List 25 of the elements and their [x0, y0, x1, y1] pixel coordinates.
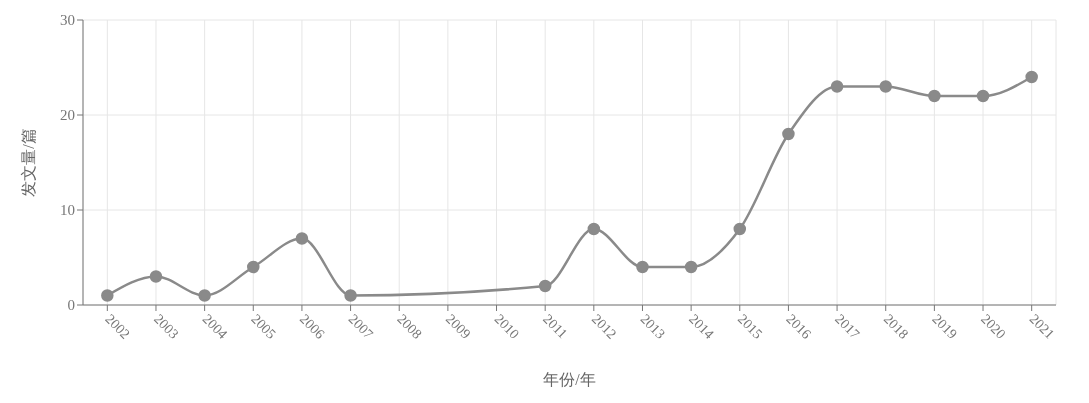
point: [587, 222, 601, 236]
y-axis-title: 发文量/篇: [19, 128, 37, 197]
y-tick-label: 10: [60, 202, 75, 219]
point: [782, 127, 795, 141]
point: [149, 270, 163, 283]
point: [1025, 70, 1038, 84]
point: [344, 289, 357, 302]
x-axis-title: 年份/年: [543, 371, 596, 388]
x-tick-label: 2007: [345, 311, 377, 342]
point: [733, 222, 747, 236]
point: [101, 289, 114, 302]
x-tick-label: 2017: [832, 311, 863, 342]
point: [976, 89, 990, 103]
point: [684, 260, 698, 274]
y-tick-label: 30: [60, 12, 75, 29]
y-tick-label: 20: [60, 107, 75, 124]
point: [636, 260, 649, 274]
point: [198, 289, 211, 302]
point: [538, 279, 552, 293]
y-tick-label: 0: [67, 297, 75, 314]
point: [879, 80, 892, 93]
point: [830, 80, 844, 93]
point: [928, 89, 941, 103]
point: [295, 232, 309, 245]
point: [247, 260, 260, 274]
